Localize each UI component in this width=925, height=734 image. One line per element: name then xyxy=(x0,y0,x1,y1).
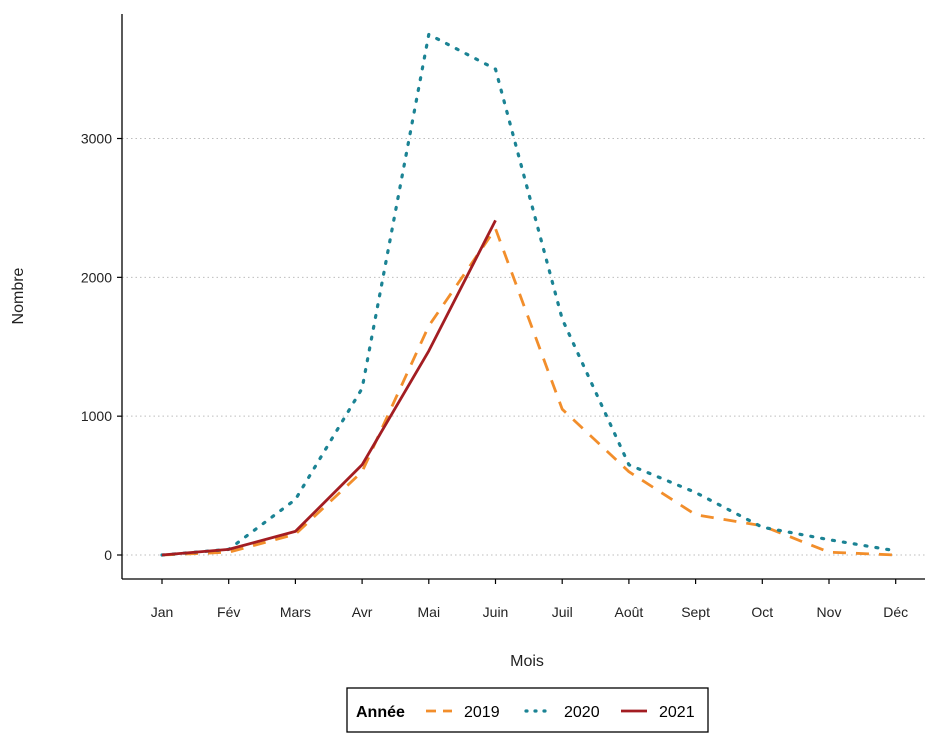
legend-label-2019: 2019 xyxy=(464,704,500,721)
legend-label-2020: 2020 xyxy=(564,704,600,721)
x-tick-label: Mars xyxy=(280,604,311,620)
x-tick-label: Oct xyxy=(751,604,773,620)
x-tick-label: Sept xyxy=(681,604,710,620)
y-axis-title: Nombre xyxy=(10,267,27,324)
y-tick-label: 0 xyxy=(104,547,112,563)
y-tick-label: 2000 xyxy=(81,269,112,285)
legend: Année 2019 2020 2021 xyxy=(346,687,709,733)
x-tick-label: Août xyxy=(614,604,643,620)
axes xyxy=(121,14,925,580)
x-tick-label: Jan xyxy=(151,604,174,620)
x-tick-label: Juin xyxy=(483,604,509,620)
y-tick-label: 1000 xyxy=(81,408,112,424)
y-tick-label: 3000 xyxy=(81,131,112,147)
x-tick-label: Nov xyxy=(817,604,842,620)
x-tick-label: Déc xyxy=(883,604,908,620)
x-tick-label: Fév xyxy=(217,604,240,620)
legend-title: Année xyxy=(356,704,405,721)
series-lines xyxy=(160,32,898,557)
y-ticks: 0 1000 2000 3000 xyxy=(81,131,122,563)
x-axis-title: Mois xyxy=(510,653,544,670)
series-line-2021 xyxy=(161,219,497,557)
x-tick-label: Juil xyxy=(552,604,573,620)
x-tick-label: Mai xyxy=(418,604,441,620)
series-line-2019 xyxy=(161,227,896,557)
x-tick-label: Avr xyxy=(352,604,373,620)
legend-label-2021: 2021 xyxy=(659,704,695,721)
x-ticks: Jan Fév Mars Avr Mai Juin Juil Août Sept Oct Nov Dé… xyxy=(151,579,908,620)
series-line-2020 xyxy=(160,32,898,557)
grid-lines xyxy=(122,138,925,556)
